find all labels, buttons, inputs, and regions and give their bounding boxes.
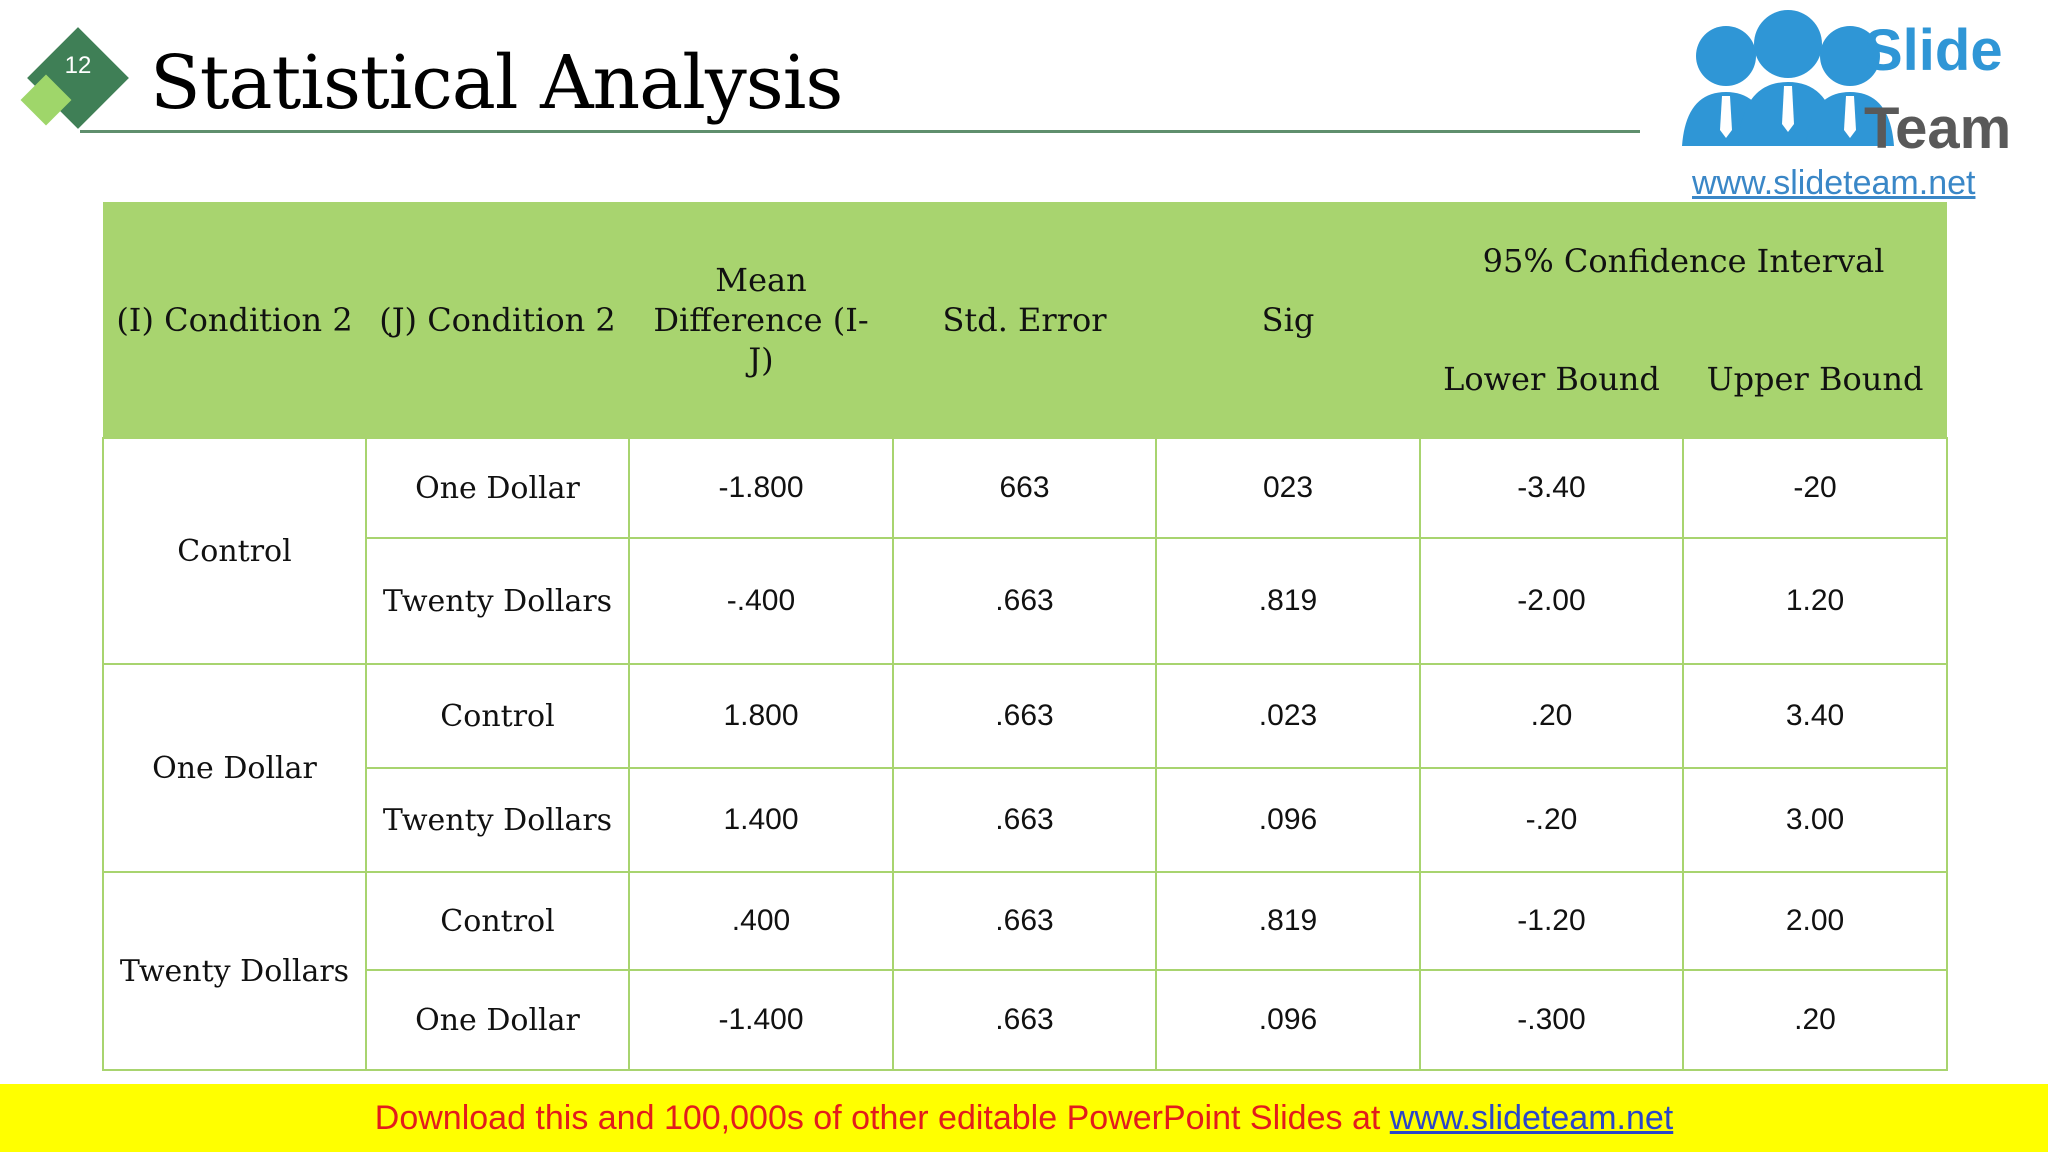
header-confidence-interval: 95% Confidence Interval [1420, 202, 1948, 320]
header-upper-bound: Upper Bound [1683, 320, 1948, 438]
logo-word-team: Team [1864, 96, 2011, 161]
logo-word-slide: Slide [1864, 18, 2003, 83]
lower-bound-cell: -1.20 [1419, 871, 1684, 971]
sig-cell: .819 [1155, 537, 1421, 665]
upper-bound-cell: 1.20 [1681, 537, 1949, 665]
upper-bound-cell: -20 [1681, 437, 1949, 539]
lower-bound-cell: -3.40 [1419, 437, 1684, 539]
sig-cell: .096 [1155, 767, 1421, 873]
mean-difference-cell: .400 [628, 871, 894, 971]
slide-number: 12 [64, 52, 92, 79]
j-condition-cell: Control [365, 663, 630, 769]
upper-bound-cell: .20 [1681, 969, 1949, 1071]
mean-difference-cell: -.400 [628, 537, 894, 665]
j-condition-cell: One Dollar [365, 437, 630, 539]
std-error-cell: .663 [892, 767, 1157, 873]
banner-link[interactable]: www.slideteam.net [1389, 1099, 1674, 1137]
header-std-error: Std. Error [893, 202, 1156, 438]
j-condition-cell: Twenty Dollars [365, 537, 630, 665]
table-row: Twenty Dollars 1.400 .663 .096 -.20 3.00 [103, 767, 1949, 873]
header-sig: Sig [1156, 202, 1420, 438]
lower-bound-cell: .20 [1419, 663, 1684, 769]
std-error-cell: .663 [892, 871, 1157, 971]
sig-cell: .819 [1155, 871, 1421, 971]
header-i-condition: (I) Condition 2 [103, 202, 366, 438]
slide-number-badge [20, 27, 129, 129]
slide-title: Statistical Analysis [150, 40, 843, 126]
table-row: Twenty Dollars -.400 .663 .819 -2.00 1.2… [103, 537, 1949, 665]
sig-cell: 023 [1155, 437, 1421, 539]
std-error-cell: .663 [892, 969, 1157, 1071]
mean-difference-cell: -1.800 [628, 437, 894, 539]
mean-difference-cell: 1.800 [628, 663, 894, 769]
header-lower-bound: Lower Bound [1420, 320, 1683, 438]
table-row: Control One Dollar -1.800 663 023 -3.40 … [102, 437, 1949, 665]
lower-bound-cell: -.300 [1419, 969, 1684, 1071]
upper-bound-cell: 3.40 [1681, 663, 1949, 769]
title-underline [80, 130, 1640, 133]
lower-bound-cell: -2.00 [1419, 537, 1684, 665]
upper-bound-cell: 3.00 [1681, 767, 1949, 873]
mean-difference-cell: 1.400 [628, 767, 894, 873]
table-row: One Dollar Control 1.800 .663 .023 .20 3… [102, 663, 1949, 873]
std-error-cell: 663 [892, 437, 1157, 539]
i-condition-cell: Twenty Dollars [102, 871, 367, 1071]
upper-bound-cell: 2.00 [1681, 871, 1949, 971]
slideteam-logo: Slide Team [1682, 10, 2011, 161]
sig-cell: .023 [1155, 663, 1421, 769]
j-condition-cell: Twenty Dollars [365, 767, 630, 873]
i-condition-cell: Control [102, 437, 367, 665]
post-hoc-comparison-table: (I) Condition 2 (J) Condition 2 Mean Dif… [102, 202, 1949, 1071]
j-condition-cell: Control [365, 871, 630, 971]
sig-cell: .096 [1155, 969, 1421, 1071]
mean-difference-cell: -1.400 [628, 969, 894, 1071]
i-condition-cell: One Dollar [102, 663, 367, 873]
lower-bound-cell: -.20 [1419, 767, 1684, 873]
header-mean-difference: Mean Difference (I-J) [629, 202, 893, 438]
std-error-cell: .663 [892, 663, 1157, 769]
std-error-cell: .663 [892, 537, 1157, 665]
banner-text: Download this and 100,000s of other edit… [374, 1099, 1381, 1137]
download-banner: Download this and 100,000s of other edit… [0, 1084, 2048, 1152]
table-row: Twenty Dollars Control .400 .663 .819 -1… [102, 871, 1949, 1071]
logo-url[interactable]: www.slideteam.net [1692, 164, 1976, 202]
header-j-condition: (J) Condition 2 [366, 202, 629, 438]
table-row: One Dollar -1.400 .663 .096 -.300 .20 [103, 969, 1949, 1071]
j-condition-cell: One Dollar [365, 969, 630, 1071]
